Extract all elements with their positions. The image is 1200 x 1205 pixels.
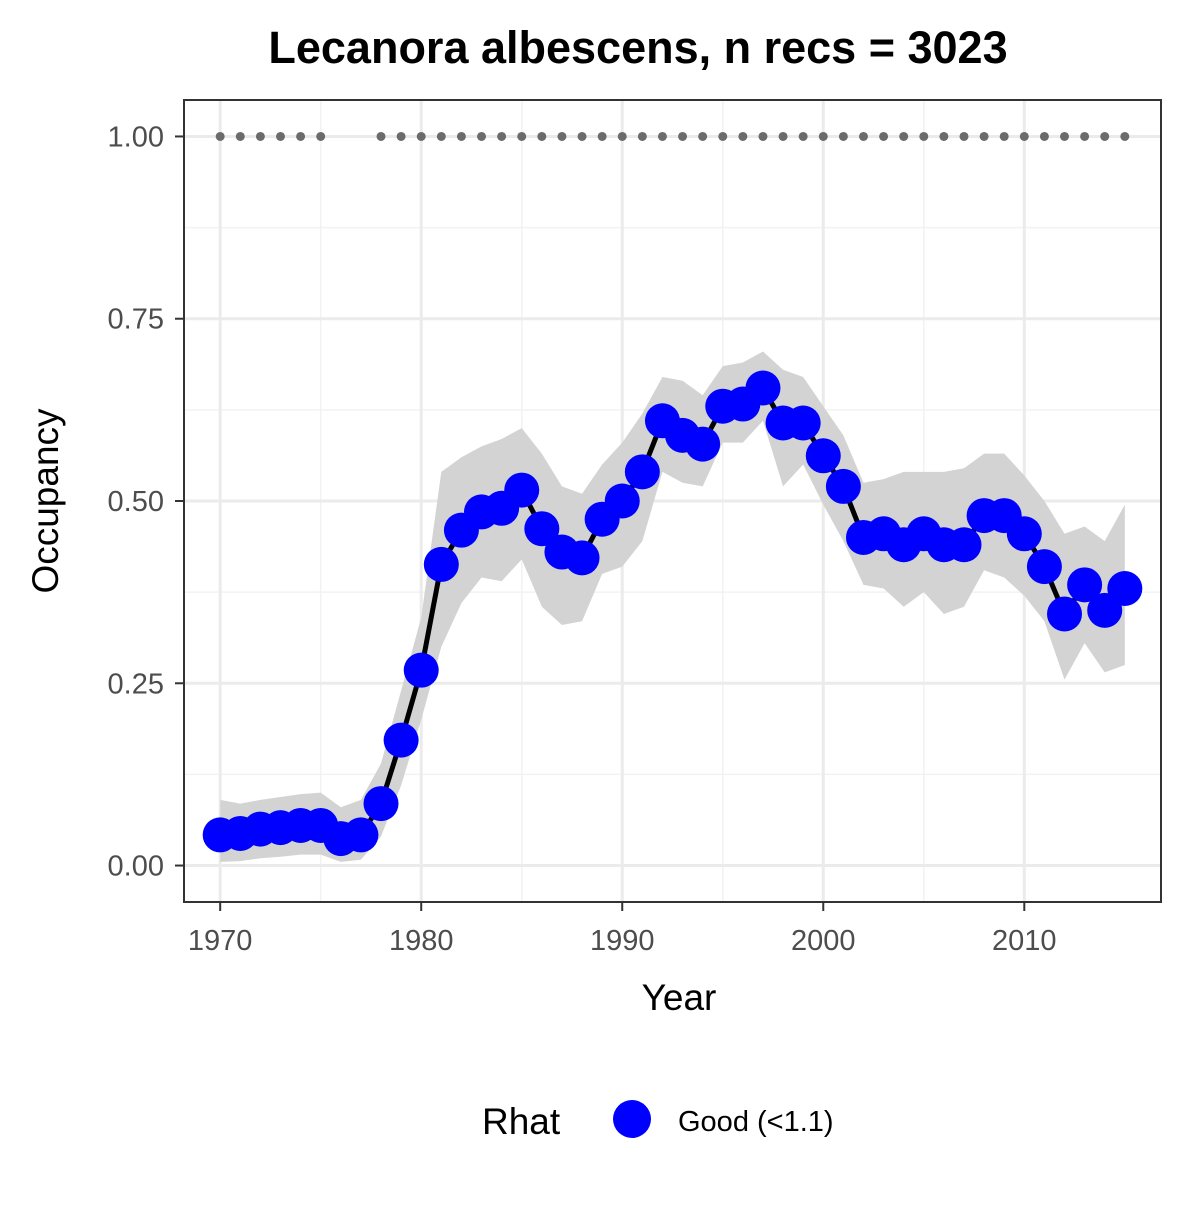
record-year-dot (919, 131, 929, 141)
point-layer (202, 370, 1143, 857)
occupancy-point (1006, 516, 1042, 552)
occupancy-point (423, 546, 459, 582)
occupancy-point (1107, 570, 1143, 606)
chart-title: Lecanora albescens, n recs = 3023 (268, 22, 1007, 73)
record-year-dot (657, 131, 667, 141)
record-year-dot (959, 131, 969, 141)
occupancy-point (504, 472, 540, 508)
occupancy-point (1047, 596, 1083, 632)
record-year-dot (235, 131, 245, 141)
legend-key-point (613, 1100, 651, 1138)
record-year-dot (215, 131, 225, 141)
occupancy-point (685, 426, 721, 462)
record-year-dot (1120, 131, 1130, 141)
record-year-dot (557, 131, 567, 141)
legend-label: Good (<1.1) (678, 1106, 834, 1138)
ribbon-layer (220, 351, 1125, 862)
record-year-dot (778, 131, 788, 141)
record-year-dot (1080, 131, 1090, 141)
occupancy-point (403, 652, 439, 688)
record-year-dot (1060, 131, 1070, 141)
record-year-dot (637, 131, 647, 141)
y-tick-label: 0.75 (108, 304, 164, 336)
x-tick-label: 1970 (188, 925, 253, 957)
occupancy-point (745, 370, 781, 406)
occupancy-point (825, 468, 861, 504)
record-year-dot (477, 131, 487, 141)
legend-title: Rhat (482, 1101, 561, 1142)
record-year-dot (858, 131, 868, 141)
x-tick-label: 1990 (590, 925, 655, 957)
x-tick-label: 2010 (992, 925, 1057, 957)
x-tick-label: 1980 (389, 925, 454, 957)
record-year-dot (577, 131, 587, 141)
credible-interval-ribbon (220, 351, 1125, 862)
x-axis-title: Year (642, 977, 717, 1018)
x-tick-label: 2000 (791, 925, 856, 957)
occupancy-point (383, 722, 419, 758)
record-year-dot (396, 131, 406, 141)
record-year-dot (1019, 131, 1029, 141)
record-year-dot (939, 131, 949, 141)
record-year-dot (296, 131, 306, 141)
record-year-dot (678, 131, 688, 141)
y-tick-label: 1.00 (108, 121, 164, 153)
record-year-dot (879, 131, 889, 141)
occupancy-point (1067, 567, 1103, 603)
occupancy-point (343, 817, 379, 853)
record-year-dot (316, 131, 326, 141)
record-year-dot (979, 131, 989, 141)
record-year-dot (617, 131, 627, 141)
occupancy-point (1026, 549, 1062, 585)
record-year-dot (416, 131, 426, 141)
record-year-dot (597, 131, 607, 141)
occupancy-point (805, 438, 841, 474)
record-year-dot (376, 131, 386, 141)
record-year-dot (1100, 131, 1110, 141)
occupancy-point (363, 786, 399, 822)
record-year-dot (537, 131, 547, 141)
record-year-dot (838, 131, 848, 141)
record-year-dot (1039, 131, 1049, 141)
record-year-dot (899, 131, 909, 141)
y-axis-title: Occupancy (25, 408, 66, 594)
record-year-dot (718, 131, 728, 141)
record-year-dot (738, 131, 748, 141)
legend: Rhat Good (<1.1) (482, 1100, 834, 1142)
y-tick-label: 0.50 (108, 486, 164, 518)
record-year-dot (456, 131, 466, 141)
record-year-dot (436, 131, 446, 141)
record-dots-layer (215, 131, 1130, 141)
record-year-dot (798, 131, 808, 141)
occupancy-point (624, 454, 660, 490)
occupancy-point (524, 511, 560, 547)
occupancy-point (785, 405, 821, 441)
y-tick-label: 0.25 (108, 668, 164, 700)
axis-layer: 1970 1980 1990 2000 2010 0.00 0.25 0.50 0.75 1.00 (108, 121, 1057, 957)
record-year-dot (818, 131, 828, 141)
record-year-dot (999, 131, 1009, 141)
record-year-dot (758, 131, 768, 141)
y-tick-label: 0.00 (108, 851, 164, 883)
occupancy-point (604, 483, 640, 519)
record-year-dot (698, 131, 708, 141)
record-year-dot (275, 131, 285, 141)
occupancy-point (946, 527, 982, 563)
record-year-dot (255, 131, 265, 141)
record-year-dot (517, 131, 527, 141)
occupancy-point (564, 540, 600, 576)
record-year-dot (497, 131, 507, 141)
